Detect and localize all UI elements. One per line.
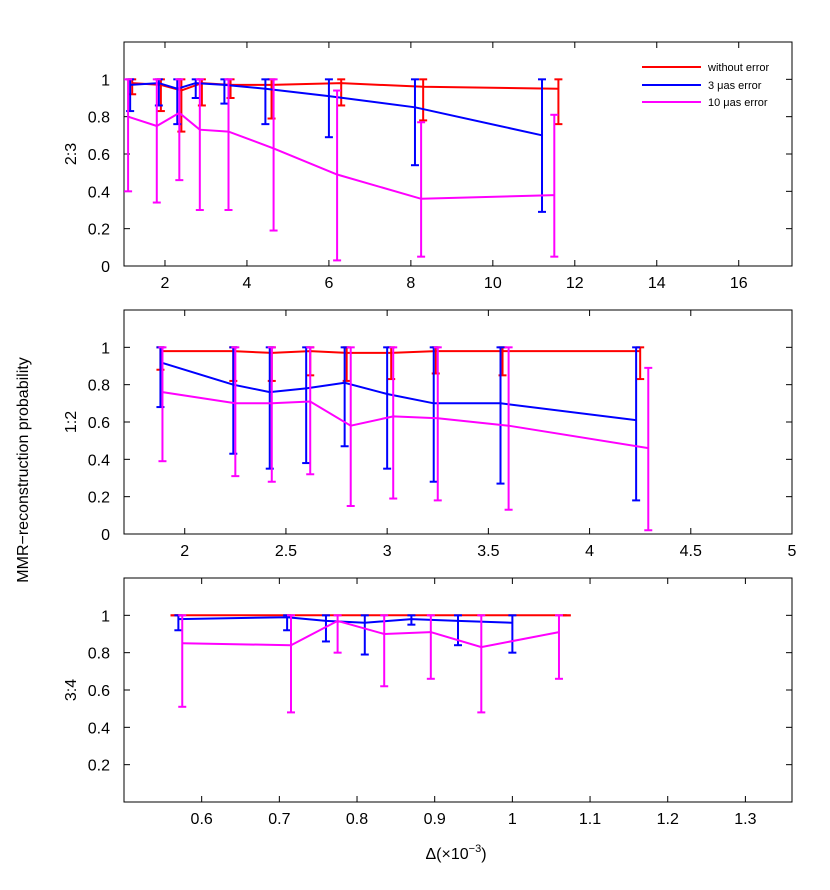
y-tick-label: 0.6 <box>88 683 110 700</box>
legend-label-3uas-error: 3 μas error <box>708 80 762 92</box>
x-tick-label: 14 <box>648 275 666 292</box>
y-tick-label: 0.6 <box>88 415 110 432</box>
x-tick-label: 4.5 <box>680 543 702 560</box>
y-tick-label: 0.8 <box>88 378 110 395</box>
x-tick-label: 1.1 <box>579 811 601 828</box>
panel-1-frame <box>123 41 793 267</box>
series-line <box>178 616 513 624</box>
series-10-as-error <box>158 346 653 532</box>
x-tick-label: 16 <box>730 275 748 292</box>
y-tick-label: 0.6 <box>88 147 110 164</box>
y-tick-label: 0.2 <box>88 490 110 507</box>
x-tick-label: 1.2 <box>657 811 679 828</box>
x-tick-label: 2 <box>180 543 189 560</box>
y-tick-label: 0.2 <box>88 222 110 239</box>
xlabel-main: Δ(×10 <box>425 846 468 863</box>
x-tick-label: 3.5 <box>477 543 499 560</box>
x-tick-label: 0.7 <box>268 811 290 828</box>
x-tick-label: 6 <box>324 275 333 292</box>
x-tick-label: 4 <box>585 543 594 560</box>
figure-xlabel: Δ(×10−3) <box>425 843 486 863</box>
series-3-as-error <box>174 614 517 656</box>
legend: without error 3 μas error 10 μas error <box>642 62 769 109</box>
x-tick-label: 3 <box>383 543 392 560</box>
x-tick-label: 2.5 <box>275 543 297 560</box>
series-10-as-error <box>178 614 563 714</box>
x-tick-label: 0.8 <box>346 811 368 828</box>
x-tick-label: 12 <box>566 275 584 292</box>
x-tick-label: 1 <box>508 811 517 828</box>
xlabel-tail: ) <box>481 846 486 863</box>
series-3-as-error <box>156 346 641 502</box>
x-tick-label: 5 <box>788 543 797 560</box>
series-line <box>160 361 637 422</box>
x-tick-label: 2 <box>161 275 170 292</box>
legend-label-10uas-error: 10 μas error <box>708 97 768 109</box>
series-line <box>127 111 555 200</box>
y-tick-label: 0.4 <box>88 452 110 469</box>
series-line <box>162 391 649 450</box>
panel-3: 0.6 0.7 0.8 0.9 1 1.1 1.2 1.3 0.2 0.4 0.6 0.8 1 3:4 <box>63 577 793 828</box>
x-tick-label: 4 <box>242 275 251 292</box>
x-tick-label: 0.6 <box>191 811 213 828</box>
xlabel-exponent: −3 <box>469 843 482 855</box>
x-tick-label: 0.9 <box>424 811 446 828</box>
panel-label: 3:4 <box>63 679 80 701</box>
y-tick-label: 0.4 <box>88 184 110 201</box>
y-tick-label: 0.8 <box>88 110 110 127</box>
x-tick-label: 8 <box>406 275 415 292</box>
y-tick-label: 0.2 <box>88 758 110 775</box>
panel-label: 2:3 <box>63 143 80 165</box>
x-tick-label: 10 <box>484 275 502 292</box>
panel-label: 1:2 <box>63 411 80 433</box>
series-line <box>130 82 543 137</box>
panel-2: 2 2.5 3 3.5 4 4.5 5 0 0.2 0.4 0.6 0.8 1 1:2 <box>63 309 797 560</box>
series-line <box>182 619 560 649</box>
figure-ylabel: MMR−reconstruction probability <box>15 357 32 582</box>
legend-label-without-error: without error <box>707 62 769 74</box>
x-tick-label: 1.3 <box>734 811 756 828</box>
y-tick-label: 1 <box>101 608 110 625</box>
y-tick-label: 1 <box>101 72 110 89</box>
panel-1: 2 4 6 8 10 12 14 16 0 0.2 0.4 0.6 0.8 1 2:3 <box>63 41 793 292</box>
y-tick-label: 0.4 <box>88 720 110 737</box>
panel-3-frame <box>123 577 793 803</box>
y-tick-label: 0 <box>101 527 110 544</box>
y-tick-label: 0.8 <box>88 646 110 663</box>
series-10-as-error <box>124 78 559 262</box>
series-without-error <box>156 346 645 382</box>
y-tick-label: 0 <box>101 259 110 276</box>
series-3-as-error <box>126 78 547 213</box>
series-line <box>160 350 641 354</box>
y-tick-label: 1 <box>101 340 110 357</box>
panel-2-frame <box>123 309 793 535</box>
